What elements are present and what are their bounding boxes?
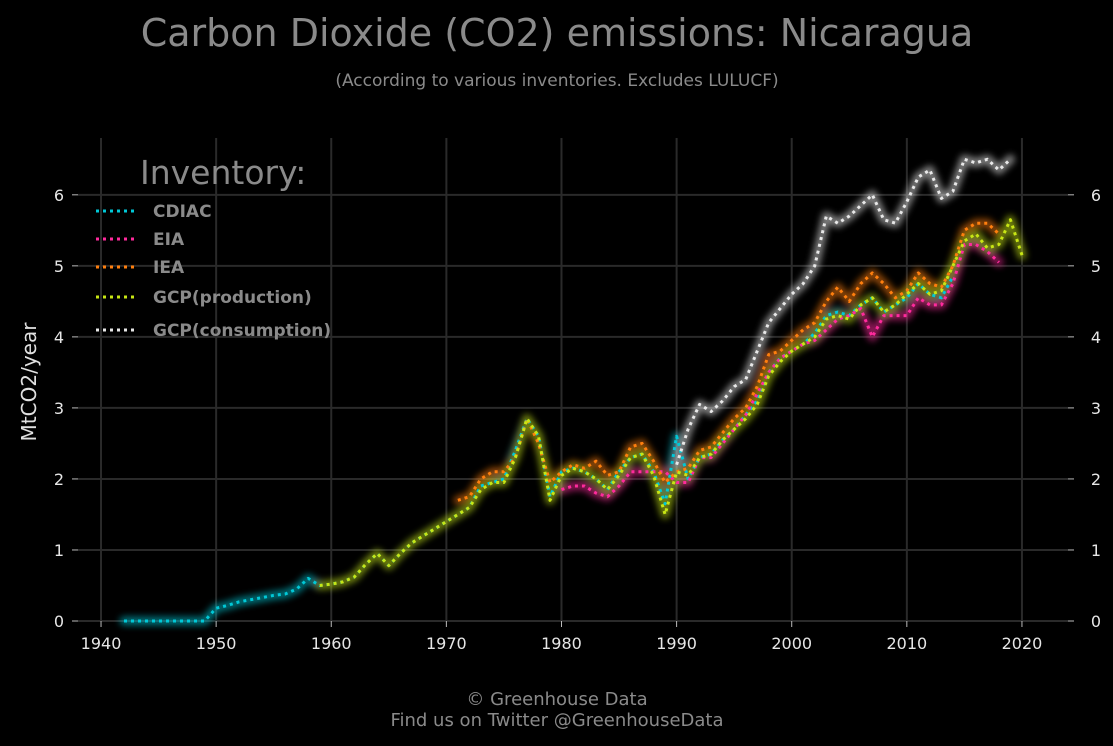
series-layer: [124, 157, 1024, 623]
series-line-eia: [561, 243, 1000, 499]
legend-title: Inventory:: [140, 153, 306, 192]
y-tick-label-right: 4: [1091, 328, 1101, 347]
legend-label-iea: IEA: [153, 258, 185, 278]
y-tick-label-right: 2: [1091, 470, 1101, 489]
chart-title: Carbon Dioxide (CO2) emissions: Nicaragu…: [141, 11, 974, 55]
footer-twitter: Find us on Twitter @GreenhouseData: [390, 710, 723, 731]
x-tick-label: 1970: [426, 634, 467, 653]
y-tick-label-left: 1: [54, 541, 64, 560]
series-line-gcp-production: [319, 218, 1024, 587]
x-tick-label: 2020: [1002, 634, 1043, 653]
y-tick-label-right: 0: [1091, 612, 1101, 631]
x-tick-label: 1980: [541, 634, 582, 653]
y-tick-label-left: 0: [54, 612, 64, 631]
x-tick-label: 2010: [886, 634, 927, 653]
y-tick-label-right: 3: [1091, 399, 1101, 418]
chart-subtitle: (According to various inventories. Exclu…: [335, 71, 778, 91]
y-tick-label-left: 5: [54, 257, 64, 276]
x-tick-label: 1960: [311, 634, 352, 653]
legend-label-cdiac: CDIAC: [153, 202, 212, 222]
y-tick-label-left: 2: [54, 470, 64, 489]
y-tick-label-left: 3: [54, 399, 64, 418]
y-tick-label-right: 5: [1091, 257, 1101, 276]
series-line-iea: [457, 221, 1000, 502]
x-tick-label: 1940: [81, 634, 122, 653]
y-tick-label-left: 4: [54, 328, 64, 347]
axes-layer: 1940 1950 1960 1970 1980 1990 2000 2010 2020 0 0 1 1…: [54, 186, 1101, 653]
y-axis-label: MtCO2/year: [17, 322, 41, 442]
x-tick-label: 2000: [771, 634, 812, 653]
x-tick-label: 1990: [656, 634, 697, 653]
legend-label-gcp-consumption: GCP(consumption): [153, 321, 331, 341]
footer-copyright: © Greenhouse Data: [466, 689, 647, 710]
y-tick-label-right: 6: [1091, 186, 1101, 205]
y-tick-label-right: 1: [1091, 541, 1101, 560]
x-tick-label: 1950: [196, 634, 237, 653]
series-line-gcp-consumption: [675, 157, 1012, 466]
legend-label-eia: EIA: [153, 230, 185, 250]
legend-label-gcp-production: GCP(production): [153, 288, 312, 308]
grid-layer: [78, 138, 1068, 622]
legend: Inventory: CDIAC EIA IEA GCP(production) GCP…: [96, 153, 331, 341]
y-tick-label-left: 6: [54, 186, 64, 205]
